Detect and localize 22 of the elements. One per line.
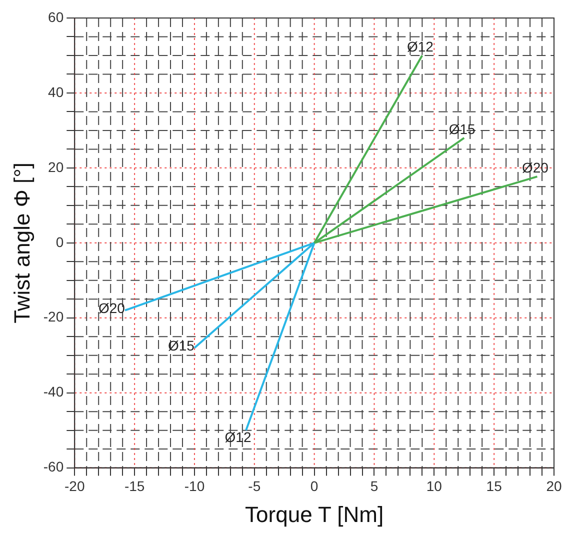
y-tick-label: 20	[48, 158, 64, 175]
series-label: Ø12	[406, 38, 434, 54]
x-tick-label: 20	[546, 478, 562, 494]
y-axis-title: Twist angle Φ [°]	[9, 162, 34, 324]
y-tick-label: -60	[43, 458, 64, 475]
y-tick-label: 40	[48, 84, 64, 100]
x-tick-label: -15	[124, 478, 145, 494]
y-tick-label: 60	[48, 8, 64, 25]
y-tick-label: -40	[43, 384, 64, 400]
series-label: Ø20	[522, 159, 549, 176]
x-tick-label: 15	[486, 478, 502, 494]
y-tick-label: -20	[43, 308, 64, 325]
x-tick-label: 0	[310, 478, 318, 494]
series-label: Ø20	[98, 300, 126, 316]
x-tick-label: -5	[248, 478, 261, 494]
x-tick-label: 10	[426, 478, 442, 494]
y-tick-label: 0	[56, 234, 64, 250]
x-tick-label: -10	[184, 478, 205, 494]
x-axis-title: Torque T [Nm]	[245, 502, 384, 527]
series-label: Ø12	[224, 429, 252, 446]
x-tick-label: -20	[64, 478, 85, 494]
x-tick-label: 5	[370, 478, 378, 494]
